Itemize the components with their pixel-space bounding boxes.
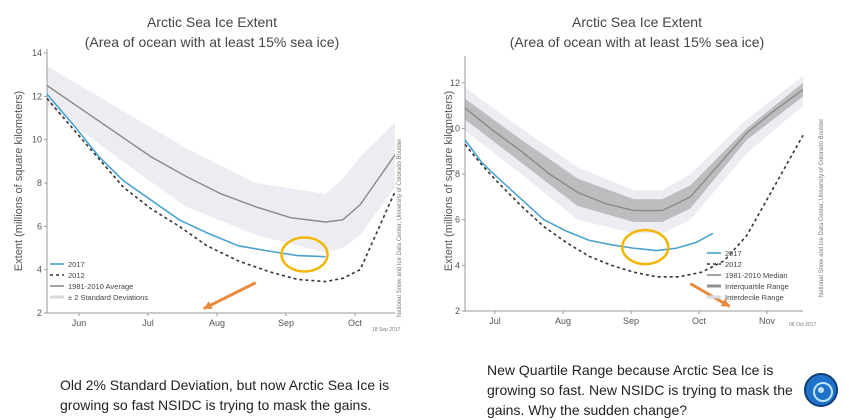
y-tick-label: 4 [37,265,42,275]
chart-title: Arctic Sea Ice Extent [572,14,702,30]
date-stamp: 06 Oct 2017 [789,322,817,328]
x-tick-label: Aug [209,318,225,328]
series-2017-line [46,93,326,258]
y-tick-label: 8 [37,178,42,188]
x-tick-label: Nov [759,316,776,326]
right-chart-svg: 2 4 6 8 10 12 Jul Aug Sep Oct Nov 2017 2012 1981-2010… [450,56,804,326]
legend-label: Interdecile Range [725,293,784,302]
y-tick-label: 6 [37,221,42,231]
y-tick-label: 12 [450,78,460,88]
legend-label: Interquartile Range [725,282,789,291]
legend-label: 2017 [68,260,85,269]
left-chart-svg: 2 4 6 8 10 12 14 Jun Jul Aug Sep Oct 2017 2012 1981-20… [32,48,396,328]
logo-dot [818,387,824,393]
y-tick-label: 10 [32,135,42,145]
x-tick-label: Jul [489,316,501,326]
x-tick-label: Sep [278,318,294,328]
y-tick-label: 6 [455,215,460,225]
inner-band-core [465,82,803,223]
y-tick-label: 2 [37,308,42,318]
right-chart-panel: Arctic Sea Ice Extent (Area of ocean wit… [425,0,849,340]
highlight-circle [280,236,329,273]
chart-subtitle: (Area of ocean with at least 15% sea ice… [509,34,765,50]
x-tick-label: Oct [348,318,363,328]
x-tick-label: Oct [692,316,707,326]
x-tick-label: Aug [555,316,571,326]
series-average-line [46,84,396,223]
y-tick-label: 14 [32,48,42,58]
legend-label: 2012 [68,271,85,280]
chart-title: Arctic Sea Ice Extent [147,14,277,30]
y-tick-label: 10 [450,123,460,133]
annotation-arrowhead [720,298,730,307]
y-tick-label: 4 [455,260,460,270]
highlight-circle [621,228,670,266]
series-2012-line [46,97,396,283]
y-tick-label: 12 [32,91,42,101]
series-average-line [464,89,804,212]
annotation-arrow [202,281,257,311]
series-2012-line [464,134,804,278]
date-stamp: 18 Sep 2017 [372,327,401,333]
outer-band [47,66,395,253]
logo-ring [813,382,833,402]
legend-label: 2017 [725,249,742,258]
outer-band [465,75,803,234]
x-tick-label: Jul [142,318,154,328]
x-tick-label: Sep [623,316,639,326]
chart-subtitle: (Area of ocean with at least 15% sea ice… [84,34,340,50]
legend-label: ± 2 Standard Deviations [68,293,148,302]
series-2017-line [464,139,714,252]
legend-label: 1981-2010 Median [725,271,788,280]
x-tick-label: Jun [72,318,87,328]
legend-label: 1981-2010 Average [68,282,133,291]
y-tick-label: 2 [455,306,460,316]
left-caption: Old 2% Standard Deviation, but now Arcti… [60,377,390,413]
y-tick-label: 8 [455,169,460,179]
annotation-arrowhead [203,301,213,310]
circular-logo-icon[interactable] [804,373,838,407]
legend-label: 2012 [725,260,742,269]
left-chart-panel: Arctic Sea Ice Extent (Area of ocean wit… [0,0,424,340]
right-caption: New Quartile Range because Arctic Sea Ic… [487,362,793,418]
